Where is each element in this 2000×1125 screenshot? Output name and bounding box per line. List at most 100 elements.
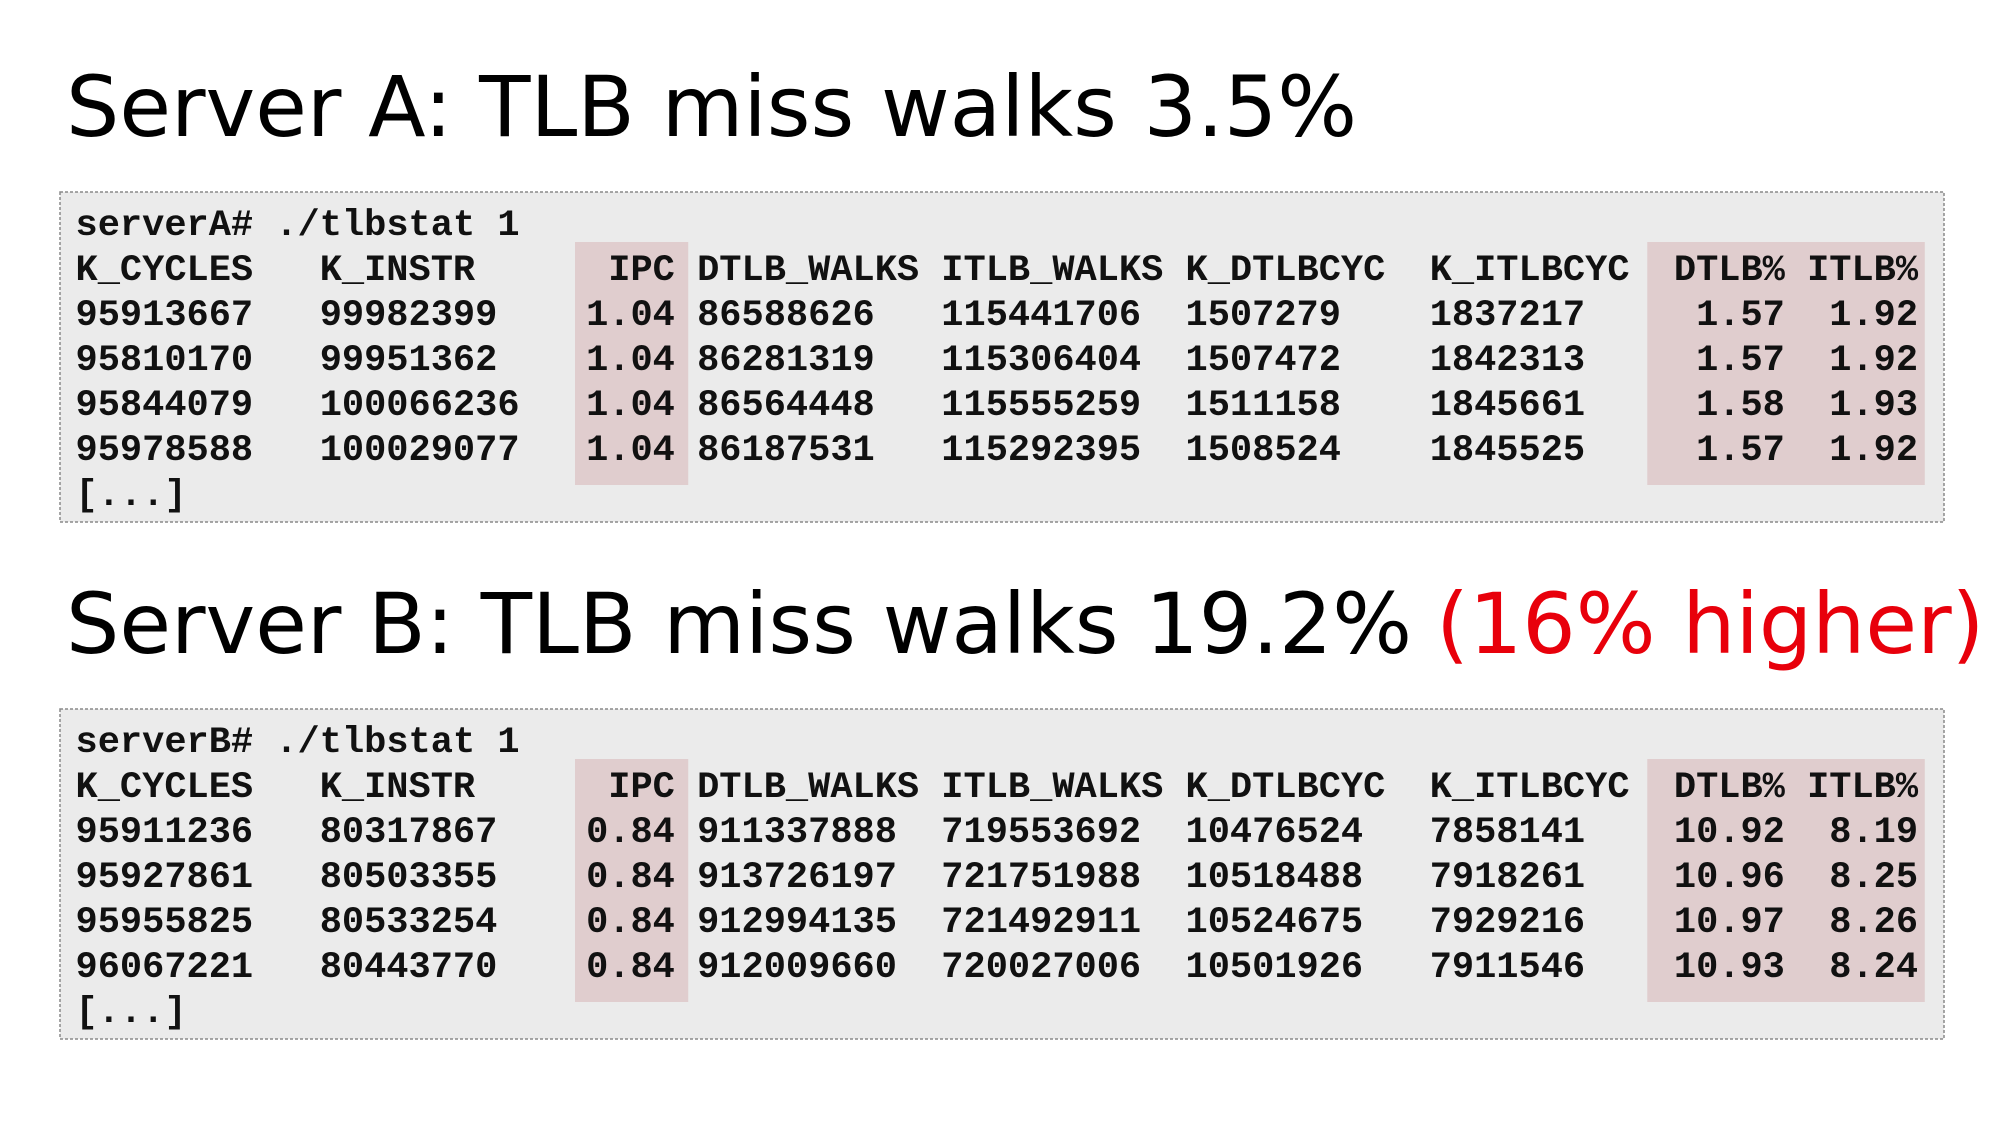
cell: 80317867: [320, 812, 498, 854]
cell: 99951362: [320, 340, 498, 382]
cell: 10501926: [1186, 947, 1364, 989]
cell: 95927861: [76, 857, 254, 899]
column-header: ITLB%: [1807, 767, 1919, 809]
cell: 95810170: [76, 340, 254, 382]
section: Server B: TLB miss walks 19.2% (16% highe…: [59, 575, 1984, 1040]
cell: 1.57: [1696, 430, 1785, 472]
ellipsis: [...]: [76, 992, 187, 1034]
cell: 95955825: [76, 902, 254, 944]
cell: 911337888: [697, 812, 897, 854]
cell: 912009660: [697, 947, 897, 989]
cell: 912994135: [697, 902, 897, 944]
command: serverB# ./tlbstat 1: [76, 722, 520, 764]
cell: 1.57: [1696, 340, 1785, 382]
ellipsis: [...]: [76, 475, 187, 517]
cell: 10518488: [1186, 857, 1364, 899]
cell: 1511158: [1186, 385, 1341, 427]
cell: 80443770: [320, 947, 498, 989]
highlight-tlb-pct: [1647, 759, 1925, 1002]
section-title: Server B: TLB miss walks 19.2% (16% highe…: [66, 575, 1984, 673]
section: Server A: TLB miss walks 3.5% serverA# ./…: [59, 58, 1945, 523]
cell: 95844079: [76, 385, 254, 427]
cell: 10.97: [1674, 902, 1785, 944]
cell: 1845525: [1430, 430, 1585, 472]
cell: 1.58: [1696, 385, 1785, 427]
column-header: K_CYCLES: [76, 767, 254, 809]
cell: 8.25: [1829, 857, 1918, 899]
cell: 720027006: [941, 947, 1141, 989]
cell: 1507472: [1186, 340, 1341, 382]
cell: 721751988: [941, 857, 1141, 899]
cell: 721492911: [941, 902, 1141, 944]
cell: 1.04: [586, 295, 675, 337]
cell: 0.84: [586, 812, 675, 854]
cell: 100066236: [320, 385, 520, 427]
column-header: DTLB%: [1674, 250, 1786, 292]
highlight-ipc: [575, 759, 689, 1002]
cell: 719553692: [941, 812, 1141, 854]
column-header: IPC: [608, 767, 675, 809]
cell: 0.84: [586, 947, 675, 989]
column-header: K_INSTR: [320, 250, 476, 292]
column-header: IPC: [608, 250, 675, 292]
cell: 7911546: [1430, 947, 1585, 989]
cell: 10476524: [1186, 812, 1364, 854]
cell: 0.84: [586, 857, 675, 899]
cell: 115555259: [941, 385, 1141, 427]
cell: 1.04: [586, 340, 675, 382]
cell: 1508524: [1186, 430, 1341, 472]
cell: 7858141: [1430, 812, 1585, 854]
cell: 80533254: [320, 902, 498, 944]
cell: 95978588: [76, 430, 254, 472]
cell: 1.92: [1829, 295, 1918, 337]
cell: 95913667: [76, 295, 254, 337]
column-header: K_DTLBCYC: [1186, 250, 1386, 292]
section-title: Server A: TLB miss walks 3.5%: [66, 58, 1357, 156]
column-header: ITLB%: [1807, 250, 1919, 292]
highlight-ipc: [575, 242, 689, 485]
terminal-box: [59, 191, 1945, 523]
cell: 95911236: [76, 812, 254, 854]
cell: 99982399: [320, 295, 498, 337]
cell: 100029077: [320, 430, 520, 472]
cell: 1845661: [1430, 385, 1585, 427]
cell: 86564448: [697, 385, 875, 427]
cell: 1.57: [1696, 295, 1785, 337]
cell: 1.92: [1829, 340, 1918, 382]
cell: 7929216: [1430, 902, 1585, 944]
column-header: DTLB_WALKS: [697, 250, 919, 292]
cell: 10.96: [1674, 857, 1785, 899]
cell: 86281319: [697, 340, 875, 382]
cell: 7918261: [1430, 857, 1585, 899]
column-header: ITLB_WALKS: [941, 767, 1163, 809]
cell: 80503355: [320, 857, 498, 899]
title-text: Server B: TLB miss walks 19.2%: [66, 575, 1412, 673]
column-header: K_ITLBCYC: [1430, 250, 1630, 292]
cell: 1.92: [1829, 430, 1918, 472]
cell: 0.84: [586, 902, 675, 944]
terminal-box: [59, 708, 1945, 1040]
title-note: (16% higher): [1436, 575, 1984, 673]
cell: 1842313: [1430, 340, 1585, 382]
column-header: K_CYCLES: [76, 250, 254, 292]
cell: 10524675: [1186, 902, 1364, 944]
command: serverA# ./tlbstat 1: [76, 205, 520, 247]
cell: 1.93: [1829, 385, 1918, 427]
column-header: DTLB_WALKS: [697, 767, 919, 809]
cell: 8.26: [1829, 902, 1918, 944]
cell: 913726197: [697, 857, 897, 899]
cell: 115292395: [941, 430, 1141, 472]
cell: 115306404: [941, 340, 1141, 382]
cell: 96067221: [76, 947, 254, 989]
cell: 1837217: [1430, 295, 1585, 337]
cell: 86187531: [697, 430, 875, 472]
cell: 1.04: [586, 385, 675, 427]
column-header: K_ITLBCYC: [1430, 767, 1630, 809]
cell: 115441706: [941, 295, 1141, 337]
cell: 86588626: [697, 295, 875, 337]
column-header: K_INSTR: [320, 767, 476, 809]
highlight-tlb-pct: [1647, 242, 1925, 485]
cell: 10.93: [1674, 947, 1785, 989]
